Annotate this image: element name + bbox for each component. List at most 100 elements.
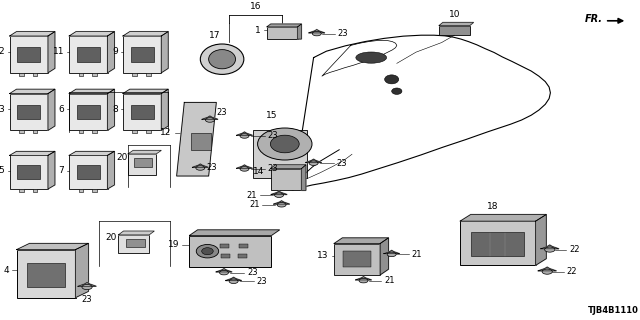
Bar xyxy=(239,244,248,248)
Text: TJB4B1110: TJB4B1110 xyxy=(588,306,639,315)
Circle shape xyxy=(542,269,552,274)
Circle shape xyxy=(312,31,321,36)
Bar xyxy=(77,165,100,179)
Bar xyxy=(77,105,100,119)
Bar xyxy=(123,36,161,73)
Bar xyxy=(146,73,150,76)
Polygon shape xyxy=(123,89,168,93)
Polygon shape xyxy=(69,32,115,36)
Text: 23: 23 xyxy=(216,108,227,117)
Polygon shape xyxy=(78,283,96,286)
Polygon shape xyxy=(177,102,216,176)
Polygon shape xyxy=(10,32,55,36)
Bar xyxy=(17,165,40,179)
Polygon shape xyxy=(108,151,115,189)
Text: 23: 23 xyxy=(207,164,218,172)
Bar xyxy=(69,36,108,73)
Text: 5: 5 xyxy=(0,166,4,175)
Text: 3: 3 xyxy=(0,105,4,114)
Bar xyxy=(472,232,524,256)
Polygon shape xyxy=(383,250,400,254)
Circle shape xyxy=(275,193,284,197)
Bar xyxy=(128,154,156,175)
Text: 15: 15 xyxy=(266,111,278,120)
Text: 23: 23 xyxy=(268,164,278,173)
Polygon shape xyxy=(10,151,55,155)
Circle shape xyxy=(277,203,286,207)
Polygon shape xyxy=(48,151,55,189)
Polygon shape xyxy=(301,165,306,190)
Polygon shape xyxy=(334,238,388,244)
Polygon shape xyxy=(236,132,253,135)
Polygon shape xyxy=(273,201,290,204)
Polygon shape xyxy=(271,191,287,195)
Circle shape xyxy=(359,278,368,283)
Polygon shape xyxy=(439,22,474,26)
Polygon shape xyxy=(267,24,301,27)
Bar xyxy=(146,131,150,133)
Bar xyxy=(79,189,83,192)
Polygon shape xyxy=(123,32,168,36)
Bar xyxy=(17,47,40,62)
Text: 22: 22 xyxy=(569,245,579,254)
Bar xyxy=(17,250,76,298)
Polygon shape xyxy=(271,165,306,169)
Polygon shape xyxy=(17,244,88,250)
Text: 2: 2 xyxy=(0,47,4,56)
Text: FR.: FR. xyxy=(585,14,603,24)
Ellipse shape xyxy=(356,52,387,63)
Ellipse shape xyxy=(392,88,402,94)
Text: 21: 21 xyxy=(384,276,394,285)
Polygon shape xyxy=(189,230,280,236)
Circle shape xyxy=(205,118,214,122)
Bar xyxy=(79,73,83,76)
Bar xyxy=(131,105,154,119)
Polygon shape xyxy=(236,165,253,168)
Polygon shape xyxy=(460,214,547,221)
Bar xyxy=(77,47,100,62)
Bar xyxy=(267,27,298,39)
Bar xyxy=(92,131,97,133)
Text: 9: 9 xyxy=(112,47,118,56)
Bar xyxy=(19,73,24,76)
Bar xyxy=(10,93,48,130)
Polygon shape xyxy=(305,159,322,163)
Ellipse shape xyxy=(196,244,219,258)
Text: 21: 21 xyxy=(247,191,257,200)
Polygon shape xyxy=(202,116,218,119)
Bar xyxy=(17,105,40,119)
Bar xyxy=(460,221,536,265)
Text: 8: 8 xyxy=(112,105,118,114)
Bar xyxy=(238,254,247,258)
Text: 20: 20 xyxy=(116,153,128,162)
Bar xyxy=(131,47,154,62)
Circle shape xyxy=(240,134,249,138)
Circle shape xyxy=(545,247,555,252)
Text: 10: 10 xyxy=(449,10,460,19)
Polygon shape xyxy=(48,32,55,73)
Circle shape xyxy=(196,166,205,170)
Bar xyxy=(92,73,97,76)
Text: 21: 21 xyxy=(250,200,260,209)
Ellipse shape xyxy=(258,128,312,160)
Bar xyxy=(132,131,137,133)
Circle shape xyxy=(240,167,249,171)
Text: 17: 17 xyxy=(209,31,221,40)
Text: 13: 13 xyxy=(317,252,328,260)
Polygon shape xyxy=(161,89,168,130)
Circle shape xyxy=(387,252,396,257)
Circle shape xyxy=(82,284,92,290)
Polygon shape xyxy=(380,238,388,275)
Circle shape xyxy=(220,270,228,275)
Polygon shape xyxy=(48,89,55,130)
Bar xyxy=(189,236,271,267)
Bar xyxy=(79,131,83,133)
Text: 12: 12 xyxy=(160,128,172,137)
Bar xyxy=(126,239,145,247)
Text: 23: 23 xyxy=(82,295,92,304)
Bar xyxy=(33,131,37,133)
Text: 23: 23 xyxy=(268,132,278,140)
Polygon shape xyxy=(298,24,301,39)
Bar xyxy=(28,263,65,287)
Bar xyxy=(19,189,24,192)
